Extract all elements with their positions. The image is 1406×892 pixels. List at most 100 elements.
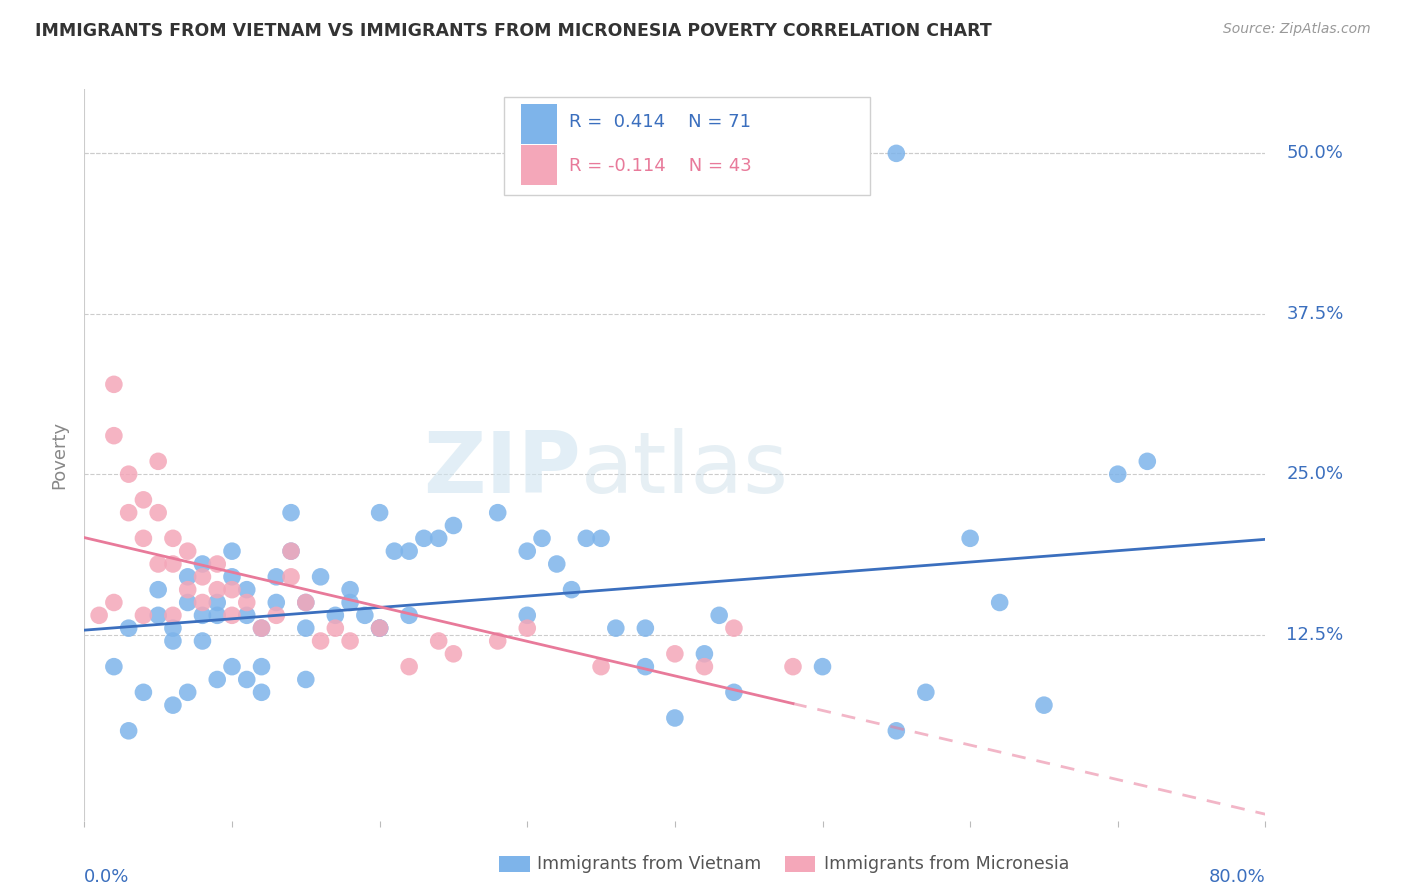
Point [118,506,141,520]
Point [368,621,391,635]
FancyBboxPatch shape [503,96,870,195]
Point [162,621,184,635]
Point [205,673,228,687]
Point [250,621,273,635]
Point [309,634,332,648]
Point [264,608,288,623]
Point [339,634,361,648]
Point [235,608,259,623]
Point [441,647,464,661]
Point [782,659,804,673]
Bar [522,145,557,186]
Point [191,595,214,609]
Text: IMMIGRANTS FROM VIETNAM VS IMMIGRANTS FROM MICRONESIA POVERTY CORRELATION CHART: IMMIGRANTS FROM VIETNAM VS IMMIGRANTS FR… [35,22,991,40]
Point [103,595,125,609]
Point [162,532,184,546]
Point [427,634,450,648]
Point [235,673,259,687]
Point [398,659,420,673]
Point [560,582,583,597]
Point [118,723,141,738]
Point [162,557,184,571]
Text: atlas: atlas [581,428,789,511]
Point [339,582,361,597]
Point [191,570,214,584]
Text: 37.5%: 37.5% [1286,305,1344,323]
Point [148,582,170,597]
Point [235,595,259,609]
Point [575,532,598,546]
Point [295,621,318,635]
Point [634,621,657,635]
Point [177,685,200,699]
Point [148,454,170,468]
Point [382,544,406,558]
Point [162,634,184,648]
Point [177,544,200,558]
Point [250,685,273,699]
Y-axis label: Poverty: Poverty [51,421,69,489]
Point [280,544,302,558]
Point [235,582,259,597]
Point [162,698,184,713]
Point [693,647,716,661]
Point [988,595,1011,609]
Point [280,570,302,584]
Point [264,570,288,584]
Point [368,621,391,635]
Text: 25.0%: 25.0% [1286,465,1344,483]
Point [221,582,243,597]
Text: 12.5%: 12.5% [1286,625,1344,643]
Point [591,532,613,546]
Point [486,634,509,648]
Point [250,659,273,673]
Point [148,506,170,520]
Bar [522,103,557,144]
Point [132,492,155,507]
Point [323,621,347,635]
Point [323,608,347,623]
Point [546,557,568,571]
Point [191,634,214,648]
Point [886,146,908,161]
Point [264,595,288,609]
Point [103,659,125,673]
Point [118,467,141,482]
Point [811,659,834,673]
Text: Immigrants from Vietnam: Immigrants from Vietnam [537,855,761,873]
Point [441,518,464,533]
Point [709,608,731,623]
Point [221,544,243,558]
Point [148,608,170,623]
Point [886,723,908,738]
Text: Source: ZipAtlas.com: Source: ZipAtlas.com [1223,22,1371,37]
Point [368,621,391,635]
Point [280,506,302,520]
Point [87,608,111,623]
Point [1107,467,1129,482]
Text: R = -0.114    N = 43: R = -0.114 N = 43 [568,157,751,175]
Point [1136,454,1159,468]
Text: Immigrants from Micronesia: Immigrants from Micronesia [824,855,1070,873]
Text: ZIP: ZIP [423,428,581,511]
Point [205,582,228,597]
Point [516,621,538,635]
Point [250,621,273,635]
Point [516,608,538,623]
Point [354,608,377,623]
Text: 80.0%: 80.0% [1209,868,1265,886]
Point [398,608,420,623]
Point [205,595,228,609]
Point [162,608,184,623]
Point [959,532,981,546]
Point [368,506,391,520]
Point [191,608,214,623]
Point [221,570,243,584]
Point [295,595,318,609]
Point [591,659,613,673]
Point [530,532,553,546]
Point [280,544,302,558]
Point [103,428,125,442]
Point [205,557,228,571]
Point [398,544,420,558]
